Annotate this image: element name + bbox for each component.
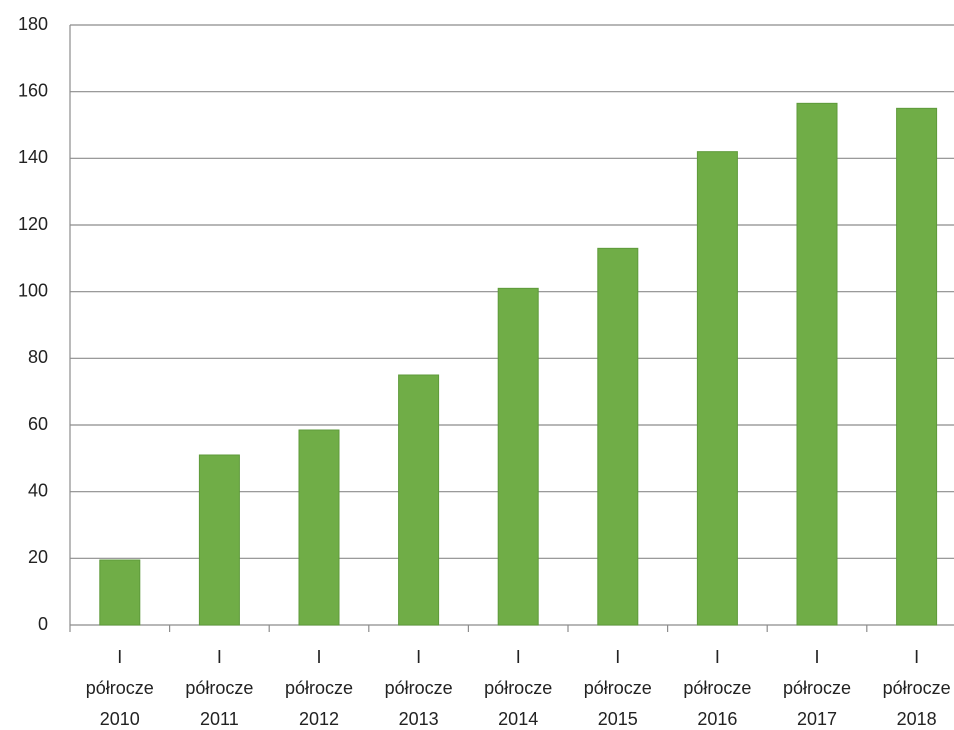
x-tick-label: półrocze (185, 678, 253, 698)
y-tick-label: 0 (38, 614, 48, 634)
x-tick-label: półrocze (385, 678, 453, 698)
x-tick-label: I (615, 647, 620, 667)
x-tick-label: 2011 (200, 709, 239, 729)
x-tick-label: 2010 (100, 709, 140, 729)
y-tick-label: 80 (28, 347, 48, 367)
x-tick-label: półrocze (883, 678, 951, 698)
bar (497, 287, 539, 626)
x-tick-label: półrocze (683, 678, 751, 698)
x-tick-label: 2016 (697, 709, 737, 729)
bar (696, 151, 738, 626)
x-tick-label: I (117, 647, 122, 667)
y-tick-label: 140 (18, 147, 48, 167)
x-tick-label: 2012 (299, 709, 339, 729)
x-tick-label: I (814, 647, 819, 667)
y-tick-label: 60 (28, 414, 48, 434)
bar (796, 102, 838, 626)
x-tick-label: półrocze (783, 678, 851, 698)
y-tick-label: 160 (18, 80, 48, 100)
x-tick-label: 2014 (498, 709, 538, 729)
bar (99, 559, 141, 626)
x-tick-label: półrocze (484, 678, 552, 698)
y-tick-label: 120 (18, 214, 48, 234)
x-tick-label: półrocze (86, 678, 154, 698)
x-tick-label: I (516, 647, 521, 667)
y-tick-label: 100 (18, 280, 48, 300)
y-tick-label: 20 (28, 547, 48, 567)
bar (896, 107, 938, 626)
x-tick-label: 2018 (897, 709, 937, 729)
bar (198, 454, 240, 626)
y-tick-label: 40 (28, 480, 48, 500)
x-tick-label: 2013 (399, 709, 439, 729)
x-tick-label: 2017 (797, 709, 837, 729)
x-tick-label: I (914, 647, 919, 667)
bar (398, 374, 440, 626)
x-tick-label: półrocze (584, 678, 652, 698)
bar (597, 247, 639, 626)
x-tick-label: I (316, 647, 321, 667)
x-tick-label: I (715, 647, 720, 667)
bar (298, 429, 340, 626)
y-tick-label: 180 (18, 14, 48, 34)
x-tick-label: półrocze (285, 678, 353, 698)
x-tick-label: I (217, 647, 222, 667)
x-tick-label: I (416, 647, 421, 667)
x-tick-label: 2015 (598, 709, 638, 729)
